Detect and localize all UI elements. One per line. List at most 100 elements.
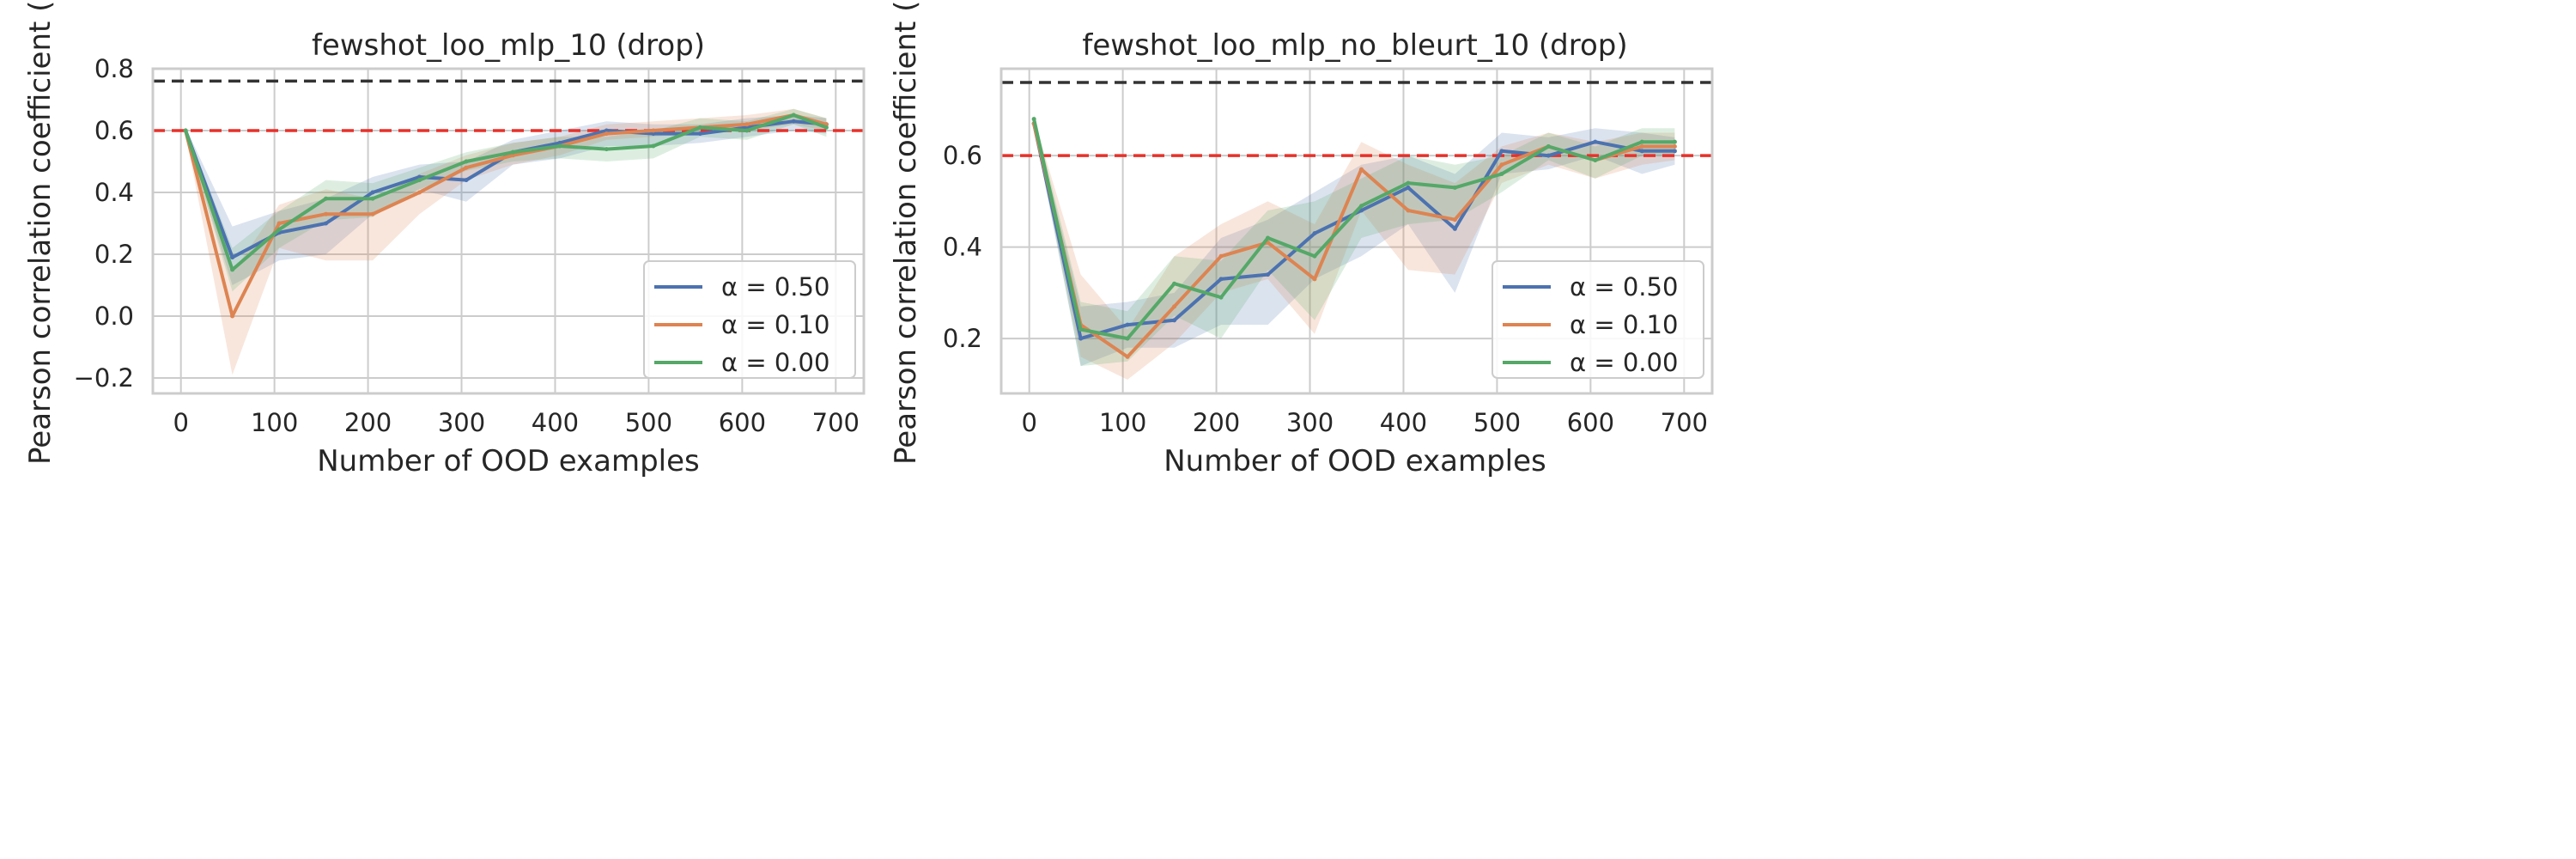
data-point — [823, 125, 829, 130]
data-point — [1499, 149, 1504, 154]
y-tick-label: 0.2 — [94, 240, 134, 269]
x-tick-label: 0 — [173, 408, 188, 437]
data-point — [1406, 180, 1411, 186]
x-tick-label: 700 — [1661, 408, 1708, 437]
data-point — [1546, 144, 1551, 149]
x-tick-label: 400 — [1380, 408, 1427, 437]
chart-panel-2: fewshot_loo_mlp_no_bleurt_10 (drop) Numb… — [889, 0, 1714, 478]
data-point — [557, 143, 562, 149]
data-point — [1406, 208, 1411, 213]
data-point — [230, 314, 235, 319]
y-axis-label: Pearson correlation coefficient (ρ — [889, 0, 923, 465]
data-point — [1452, 217, 1457, 222]
data-point — [1499, 162, 1504, 168]
data-point — [1218, 253, 1224, 259]
plot-area: 0 100 200 300 400 500 600 700 −0.2 0.0 0.2 0.4 0.6 0.… — [74, 54, 866, 437]
data-point — [417, 190, 422, 195]
data-point — [1672, 149, 1677, 154]
data-point — [1218, 295, 1224, 300]
confidence-band — [185, 108, 827, 375]
x-axis-label: Number of OOD examples — [317, 444, 700, 478]
legend-box — [643, 260, 856, 379]
legend-label: α = 0.50 — [721, 272, 829, 302]
data-point — [230, 267, 235, 272]
data-point — [1593, 157, 1598, 162]
data-point — [651, 131, 656, 137]
data-point — [1312, 231, 1317, 236]
data-point — [276, 221, 282, 226]
plot-frame — [999, 67, 1714, 395]
data-point — [1593, 139, 1598, 144]
y-axis-label: Pearson correlation coefficient (ρ — [23, 0, 58, 465]
data-point — [324, 211, 329, 216]
legend-label: α = 0.00 — [1570, 348, 1678, 377]
data-point — [744, 122, 750, 127]
y-tick-label: 0.6 — [94, 116, 134, 145]
y-tick-label: 0.4 — [943, 233, 982, 262]
data-point — [1266, 235, 1270, 241]
data-point — [230, 255, 235, 260]
data-point — [651, 143, 656, 149]
data-point — [1639, 144, 1644, 149]
data-point — [1172, 318, 1177, 323]
data-point — [510, 149, 515, 155]
legend-label: α = 0.10 — [721, 310, 829, 339]
data-point — [464, 165, 469, 170]
data-point — [697, 125, 702, 130]
x-tick-label: 300 — [1286, 408, 1334, 437]
data-point — [1172, 281, 1177, 286]
x-axis-label: Number of OOD examples — [1163, 444, 1546, 478]
data-point — [1672, 139, 1677, 144]
data-point — [370, 211, 375, 216]
data-point — [651, 128, 656, 133]
chart-title: fewshot_loo_mlp_no_bleurt_10 (drop) — [1082, 28, 1627, 63]
x-tick-label: 600 — [719, 408, 766, 437]
confidence-band — [185, 115, 827, 285]
legend-box — [1492, 260, 1704, 379]
legend-label: α = 0.10 — [1570, 310, 1678, 339]
x-tick-label: 300 — [438, 408, 485, 437]
data-point — [370, 196, 375, 201]
legend: α = 0.50 α = 0.10 α = 0.00 — [1492, 260, 1704, 379]
x-tick-label: 200 — [344, 408, 392, 437]
data-point — [183, 128, 188, 133]
data-point — [791, 113, 796, 118]
plot-frame — [151, 67, 866, 395]
y-tick-label: 0.2 — [943, 324, 982, 353]
data-point — [1358, 167, 1364, 172]
x-tick-label: 700 — [812, 408, 860, 437]
x-tick-label: 500 — [625, 408, 672, 437]
x-tick-label: 100 — [251, 408, 298, 437]
data-point — [464, 159, 469, 164]
data-point — [1172, 304, 1177, 309]
data-point — [604, 147, 609, 152]
x-tick-label: 400 — [532, 408, 579, 437]
data-point — [1639, 139, 1644, 144]
data-point — [1218, 277, 1224, 282]
x-tick-label: 100 — [1099, 408, 1146, 437]
data-point — [697, 131, 702, 137]
data-point — [1078, 336, 1084, 341]
data-point — [1546, 153, 1551, 158]
data-point — [1312, 253, 1317, 259]
y-tick-label: −0.2 — [74, 363, 134, 393]
x-tick-label: 200 — [1193, 408, 1240, 437]
legend: α = 0.50 α = 0.10 α = 0.00 — [643, 260, 856, 379]
data-point — [1031, 117, 1036, 122]
x-tick-label: 600 — [1567, 408, 1614, 437]
y-tick-label: 0.4 — [94, 178, 134, 207]
data-point — [1266, 272, 1270, 277]
chart-panel-1: fewshot_loo_mlp_10 (drop) Number of OOD … — [23, 0, 866, 478]
data-point — [1406, 185, 1411, 190]
data-point — [1125, 336, 1130, 341]
data-point — [276, 227, 282, 232]
data-point — [791, 119, 796, 124]
data-point — [604, 128, 609, 133]
data-point — [417, 178, 422, 183]
data-point — [324, 196, 329, 201]
data-point — [604, 131, 609, 137]
data-point — [1452, 185, 1457, 190]
chart-title: fewshot_loo_mlp_10 (drop) — [312, 28, 705, 63]
